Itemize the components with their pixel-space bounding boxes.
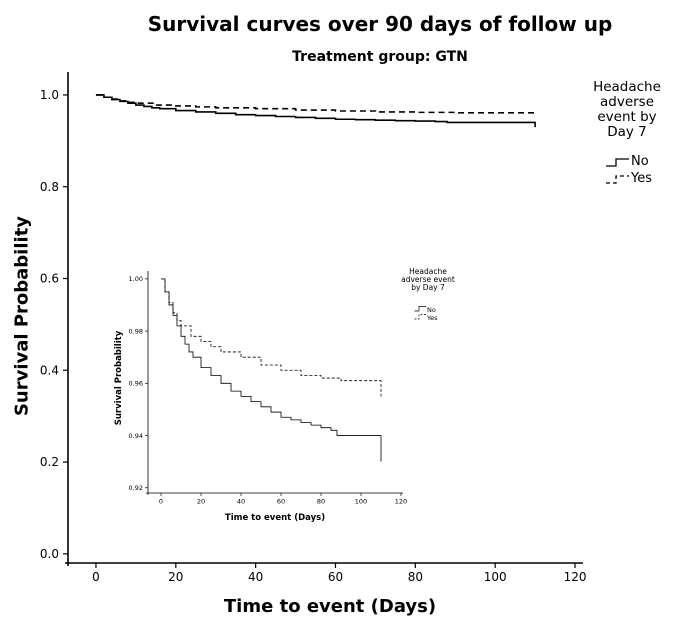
inset-y-tick-label: 0.98 (129, 327, 143, 335)
inset-x-tick-label: 40 (237, 498, 245, 506)
x-axis-label: Time to event (Days) (223, 596, 437, 617)
main-y-tick-label: 0.4 (40, 363, 59, 377)
main-x-tick-label: 100 (484, 570, 507, 584)
chart-subtitle: Treatment group: GTN (292, 49, 468, 65)
main-series-line-no (95, 94, 536, 128)
inset-legend-title: Headache adverse event by Day 7 (401, 267, 455, 292)
inset-x-tick-label: 80 (317, 498, 325, 506)
main-x-tick-label: 20 (168, 570, 183, 584)
y-axis-label: Survival Probability (11, 215, 33, 417)
inset-legend-item-no: No (414, 305, 436, 314)
inset-series-line-yes (161, 278, 382, 397)
inset-y-axis-label: Survival Probability (114, 330, 124, 426)
inset-legend-swatch-no (414, 306, 426, 312)
legend-title: Headache adverse event by Day 7 (593, 79, 661, 140)
chart-title: Survival curves over 90 days of follow u… (147, 12, 613, 36)
main-series-line-yes (95, 94, 536, 116)
inset-x-tick-label: 100 (355, 498, 367, 506)
inset-x-tick-label: 120 (395, 498, 407, 506)
main-x-tick-label: 80 (408, 570, 423, 584)
inset-legend-label-no: No (427, 306, 436, 314)
main-x-tick-label: 40 (248, 570, 263, 584)
main-x-tick-label: 60 (328, 570, 343, 584)
inset-y-tick-label: 0.96 (129, 380, 143, 388)
inset-y-tick-label: 0.92 (129, 484, 143, 492)
main-y-tick-label: 0.0 (40, 547, 59, 561)
main-y-tick-label: 0.2 (40, 455, 59, 469)
main-x-tick-label: 120 (564, 570, 587, 584)
legend-swatch-yes (606, 174, 629, 184)
main-y-tick-label: 0.6 (40, 272, 59, 286)
legend-item-yes: Yes (605, 171, 652, 187)
inset-legend-item-yes: Yes (414, 313, 438, 322)
main-y-tick-label: 1.0 (40, 88, 59, 102)
inset-y-tick-label: 0.94 (129, 432, 143, 440)
legend-item-no: No (605, 154, 649, 170)
main-y-tick-label: 0.8 (40, 180, 59, 194)
inset-x-tick-label: 60 (277, 498, 285, 506)
inset-x-tick-label: 0 (159, 498, 163, 506)
main-x-tick-label: 0 (92, 570, 100, 584)
inset-legend-label-yes: Yes (427, 314, 438, 322)
inset-series-line-no (161, 278, 382, 462)
inset-x-axis-label: Time to event (Days) (224, 513, 326, 523)
inset-legend-swatch-yes (414, 314, 426, 320)
inset-y-tick-label: 1.00 (129, 275, 143, 283)
inset-x-tick-label: 20 (197, 498, 205, 506)
legend-label-yes: Yes (631, 171, 652, 186)
legend-swatch-no (606, 157, 629, 167)
legend-label-no: No (631, 154, 649, 169)
